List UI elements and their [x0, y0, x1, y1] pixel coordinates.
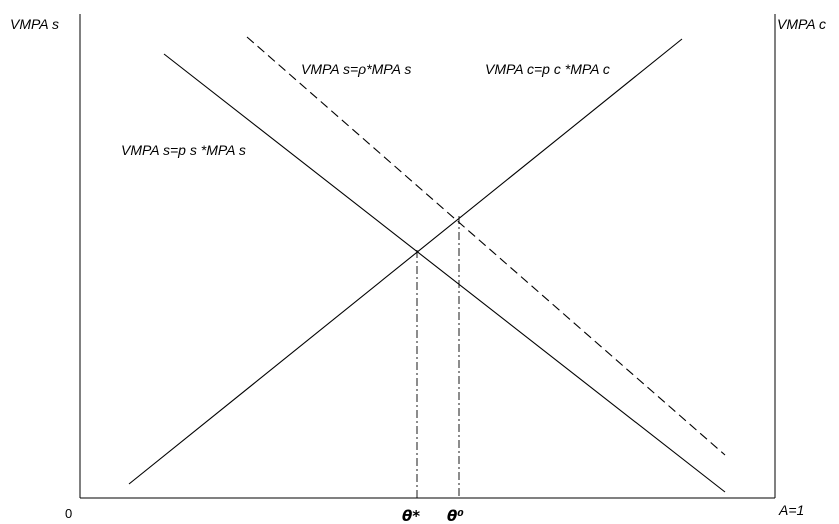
origin-label: 0	[65, 506, 72, 521]
social-vmpas-curve	[246, 36, 726, 456]
social-curve-label: VMPA s=ρ*MPA s	[301, 61, 411, 77]
theta-zero-label: θ⁰	[447, 507, 464, 524]
private-vmpas-curve	[163, 53, 726, 493]
vmpac-curve	[128, 38, 683, 485]
vmpac-curve-label: VMPA c=p c *MPA c	[485, 61, 610, 77]
y-right-label: VMPA c	[777, 16, 826, 32]
y-left-label: VMPA s	[10, 16, 59, 32]
x-right-label: A=1	[778, 502, 804, 518]
theta-star-label: θ*	[402, 507, 420, 524]
private-curve-label: VMPA s=p s *MPA s	[121, 142, 246, 158]
